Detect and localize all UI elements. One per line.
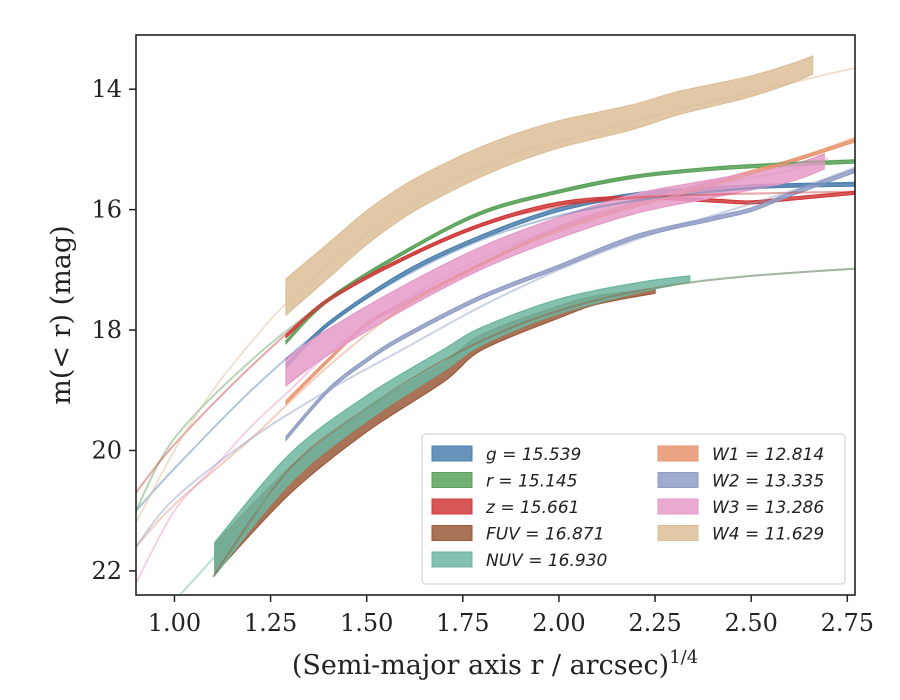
model-curve-nuv [178, 267, 855, 595]
plot-frame [135, 34, 856, 596]
x-axis-label: (Semi-major axis r / arcsec)1/4 [292, 647, 698, 681]
model-curves [136, 67, 855, 595]
legend-label-r: r = 15.145 [486, 472, 578, 492]
y-tick-label: 20 [91, 436, 122, 464]
model-curve-z [136, 190, 855, 494]
legend-label-nuv: NUV = 16.930 [486, 551, 607, 571]
legend-swatch-w3 [657, 498, 699, 515]
x-tick-label: 1.75 [436, 609, 489, 637]
x-tick-label: 1.00 [148, 609, 201, 637]
legend-box [421, 433, 846, 585]
data-band-nuv [214, 275, 691, 578]
data-band-w3 [285, 153, 825, 387]
x-tick-label: 2.00 [532, 609, 585, 637]
legend-swatch-z [431, 498, 473, 515]
legend-swatch-w4 [657, 525, 699, 541]
legend-swatch-nuv [431, 551, 473, 568]
legend-swatch-w1 [657, 445, 699, 462]
legend-label-w3: W3 = 13.286 [712, 498, 824, 518]
data-band-g [285, 181, 855, 370]
y-axis-label: m(< r) (mag) [46, 225, 77, 404]
legend-label-w2: W2 = 13.335 [712, 472, 824, 492]
x-tick-label: 2.75 [821, 609, 874, 637]
data-band-w4 [285, 55, 814, 317]
legend-label-g: g = 15.539 [486, 445, 581, 465]
x-tick-label: 1.50 [340, 609, 393, 637]
data-band-z [285, 190, 855, 339]
model-curve-r [136, 159, 855, 512]
model-curve-w2 [136, 166, 855, 548]
data-bands [214, 55, 855, 578]
y-axis-ticks: 14 16 18 20 22 [91, 75, 136, 585]
legend-label-w4: W4 = 11.629 [712, 525, 824, 545]
x-tick-label: 1.25 [244, 609, 297, 637]
legend-label-z: z = 15.661 [485, 498, 579, 518]
x-tick-label: 2.50 [724, 609, 777, 637]
model-curve-w1 [136, 136, 855, 548]
model-curve-w3 [136, 157, 829, 584]
legend-label-fuv: FUV = 16.871 [486, 525, 604, 545]
y-tick-label: 22 [91, 557, 122, 585]
model-curve-g [136, 181, 855, 512]
legend-swatch-w2 [657, 472, 699, 488]
y-tick-label: 14 [91, 75, 122, 103]
legend: g = 15.539 r = 15.145 z = 15.661 FUV = 16.8… [421, 433, 846, 585]
data-band-r [285, 159, 855, 346]
data-band-w2 [285, 168, 855, 442]
model-curve-fuv [212, 267, 855, 578]
y-tick-label: 18 [91, 316, 122, 344]
y-tick-label: 16 [91, 196, 122, 224]
x-axis-ticks: 1.00 1.25 1.50 1.75 2.00 2.25 2.50 2.75 [148, 595, 874, 637]
legend-swatch-g [431, 445, 473, 462]
model-curve-w4 [136, 67, 855, 524]
legend-swatch-r [431, 472, 473, 488]
legend-swatch-fuv [431, 525, 473, 541]
x-tick-label: 2.25 [628, 609, 681, 637]
legend-label-w1: W1 = 12.814 [712, 445, 824, 465]
